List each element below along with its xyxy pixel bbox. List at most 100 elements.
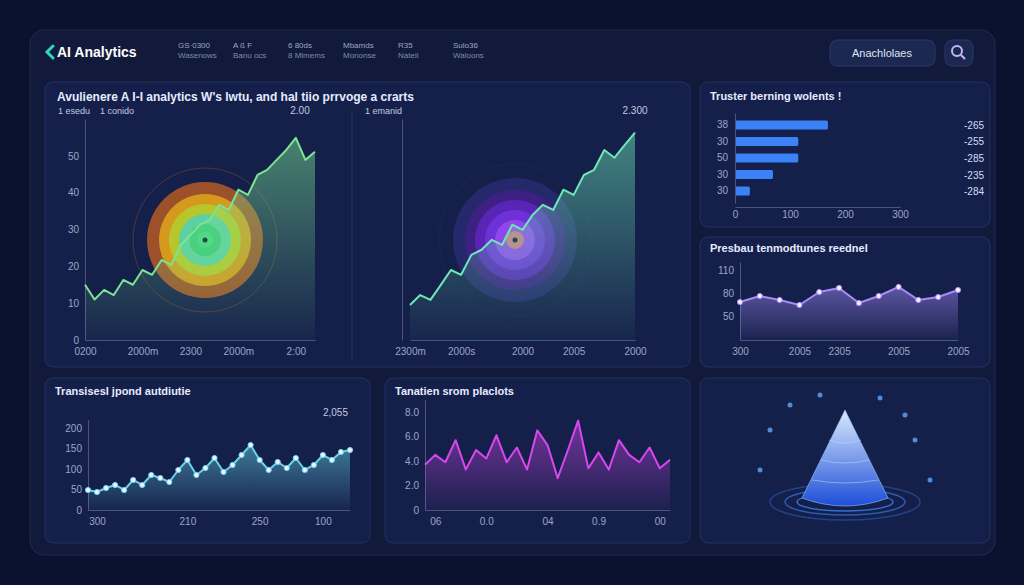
y-tick-label: 6.0 <box>405 431 419 442</box>
point <box>757 293 762 298</box>
x-axis-line <box>741 340 959 341</box>
x-tick-label: 200 <box>837 209 854 220</box>
y-tick-label: 30 <box>68 224 80 235</box>
point <box>320 452 325 457</box>
y-axis: 050100150200 <box>65 420 88 515</box>
point <box>113 482 118 487</box>
x-tick: 0200 <box>74 340 97 357</box>
point <box>955 287 960 292</box>
y-axis: 3830503030 <box>717 114 736 204</box>
logo-icon <box>47 46 53 58</box>
nav-item-sub: Waloons <box>453 51 484 60</box>
cone <box>802 410 888 506</box>
point <box>797 302 802 307</box>
y-tick-label: 80 <box>723 288 735 299</box>
y-tick-label: 10 <box>68 298 80 309</box>
y-axis-line <box>735 114 736 204</box>
cone-band <box>821 460 869 463</box>
nav-item-sub: Wasenows <box>178 51 217 60</box>
y-tick: 40 <box>68 187 85 198</box>
x-tick: 2000m <box>224 340 255 357</box>
y-tick: 110 <box>718 265 740 276</box>
header: AI AnalyticsGS·0300WasenowsA ß FBanu ocs… <box>47 40 973 66</box>
y-tick: 10 <box>68 298 85 309</box>
point <box>230 462 235 467</box>
point <box>248 442 253 447</box>
point <box>203 465 208 470</box>
search-box[interactable] <box>830 40 935 66</box>
x-tick: 2000 <box>512 340 535 357</box>
background <box>0 0 1024 585</box>
chart-subtitle: 1 conido <box>100 106 134 116</box>
y-axis <box>402 120 403 341</box>
x-axis-line <box>411 340 636 341</box>
search-icon-handle <box>961 55 965 59</box>
x-tick: 2300 <box>180 340 203 357</box>
x-tick-label: 300 <box>732 346 749 357</box>
x-tick: 300 <box>89 510 106 527</box>
area <box>740 287 958 340</box>
nav-item: Mbamds <box>343 41 374 50</box>
line <box>88 445 350 492</box>
x-tick-label: 2000m <box>224 346 255 357</box>
chart-title: Truster berning wolents ! <box>710 90 841 102</box>
x-axis: 2300m2000s200020052000 <box>395 340 647 357</box>
x-axis: 02002000m23002000m2:00 <box>74 340 315 357</box>
plot-area <box>425 421 670 510</box>
cone-dot <box>758 468 763 473</box>
x-tick: 2000 <box>624 340 647 357</box>
search-icon <box>952 46 962 56</box>
point <box>737 299 742 304</box>
x-tick: 250 <box>252 510 269 527</box>
search-button[interactable] <box>945 40 973 66</box>
point <box>185 457 190 462</box>
plot-area <box>85 442 352 510</box>
plot-area <box>85 138 315 340</box>
y-tick: 50 <box>723 311 740 322</box>
x-tick: 04 <box>542 510 554 527</box>
cone-band <box>812 480 878 483</box>
x-tick: 2005 <box>888 340 911 357</box>
point <box>302 467 307 472</box>
y-tick-label: 2.0 <box>405 480 419 491</box>
nav-item-sub: 8 Mlmems <box>288 51 325 60</box>
y-tick: 0 <box>73 335 85 346</box>
y-axis: 02.04.06.08.0 <box>405 400 425 515</box>
annotation: -265 <box>964 120 984 131</box>
x-tick-label: 06 <box>430 516 442 527</box>
bar <box>735 170 773 179</box>
line <box>85 138 315 300</box>
x-tick-label: 00 <box>655 516 667 527</box>
bar <box>735 186 750 195</box>
chart-title: 1 emanid <box>365 106 402 116</box>
y-tick: 80 <box>723 288 740 299</box>
y-tick: 50 <box>68 151 85 162</box>
x-tick-label: 2000 <box>512 346 535 357</box>
panel <box>700 378 990 543</box>
y-tick: 30 <box>68 224 85 235</box>
point <box>936 294 941 299</box>
cone-decoration <box>758 393 933 521</box>
x-tick-label: 100 <box>315 516 332 527</box>
x-tick-label: 250 <box>252 516 269 527</box>
point <box>916 297 921 302</box>
y-tick-label: 50 <box>723 311 735 322</box>
annotation: -285 <box>964 153 984 164</box>
search-text: Anachlolaes <box>852 47 912 59</box>
point <box>293 455 298 460</box>
x-tick: 2000s <box>448 340 475 357</box>
y-tick: 8.0 <box>405 407 425 418</box>
bar <box>735 153 798 162</box>
x-tick-label: 2000m <box>128 346 159 357</box>
y-tick: 30 <box>717 169 735 180</box>
point <box>311 462 316 467</box>
y-tick-label: 50 <box>717 152 729 163</box>
x-axis-line <box>89 510 351 511</box>
y-tick-label: 30 <box>717 185 729 196</box>
annotation: 2,055 <box>323 407 348 418</box>
x-tick: 100 <box>782 207 799 220</box>
x-tick: 2305 <box>828 340 851 357</box>
y-tick: 38 <box>717 119 735 130</box>
point <box>194 472 199 477</box>
x-tick: 0 <box>733 207 739 220</box>
